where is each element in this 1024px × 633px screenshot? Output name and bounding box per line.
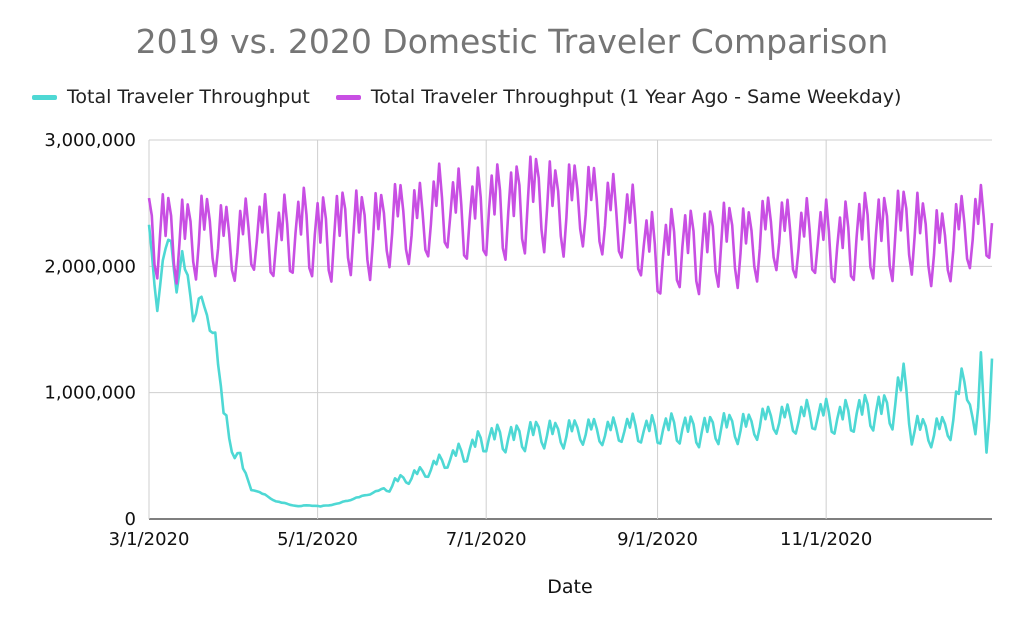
legend-label-current: Total Traveler Throughput (67, 86, 310, 108)
legend-item-current[interactable]: Total Traveler Throughput (32, 86, 310, 108)
x-tick-label: 7/1/2020 (446, 529, 527, 550)
legend-swatch-last-year (335, 94, 361, 100)
x-axis-tick-labels: 3/1/2020 5/1/2020 7/1/2020 9/1/2020 11/1/202… (109, 529, 873, 550)
x-tick-label: 3/1/2020 (109, 529, 190, 550)
legend: Total Traveler Throughput Total Traveler… (32, 84, 927, 110)
y-tick-label: 3,000,000 (44, 130, 136, 151)
series-line-last-year (147, 155, 994, 296)
legend-label-last-year: Total Traveler Throughput (1 Year Ago - … (370, 86, 902, 108)
y-axis-tick-labels: 0 1,000,000 2,000,000 3,000,000 (44, 130, 136, 530)
y-tick-label: 2,000,000 (44, 256, 136, 277)
legend-item-last-year[interactable]: Total Traveler Throughput (1 Year Ago - … (335, 86, 902, 108)
x-tick-label: 11/1/2020 (780, 529, 872, 550)
series-layer (147, 155, 994, 508)
y-tick-label: 0 (125, 509, 136, 530)
legend-swatch-current (32, 94, 57, 100)
x-axis-label: Date (547, 576, 593, 598)
series-line-current (147, 224, 994, 508)
x-tick-label: 9/1/2020 (617, 529, 698, 550)
y-tick-label: 1,000,000 (44, 383, 136, 404)
chart-title: 2019 vs. 2020 Domestic Traveler Comparis… (135, 22, 889, 61)
x-tick-label: 5/1/2020 (277, 529, 358, 550)
